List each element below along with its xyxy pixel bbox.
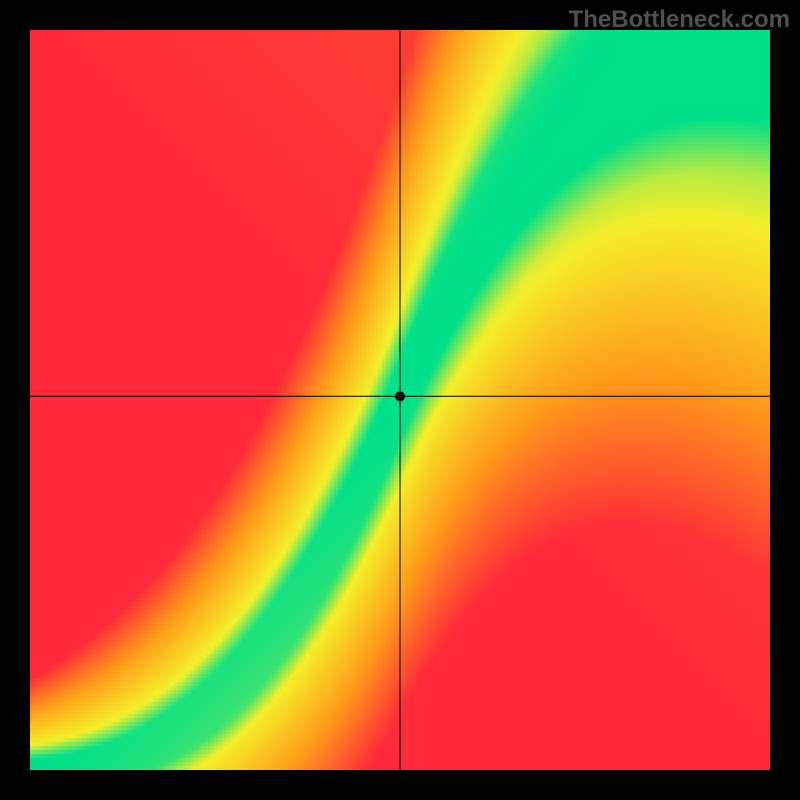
bottleneck-heatmap	[30, 30, 770, 770]
watermark-text: TheBottleneck.com	[569, 6, 790, 34]
chart-container: TheBottleneck.com	[0, 0, 800, 800]
